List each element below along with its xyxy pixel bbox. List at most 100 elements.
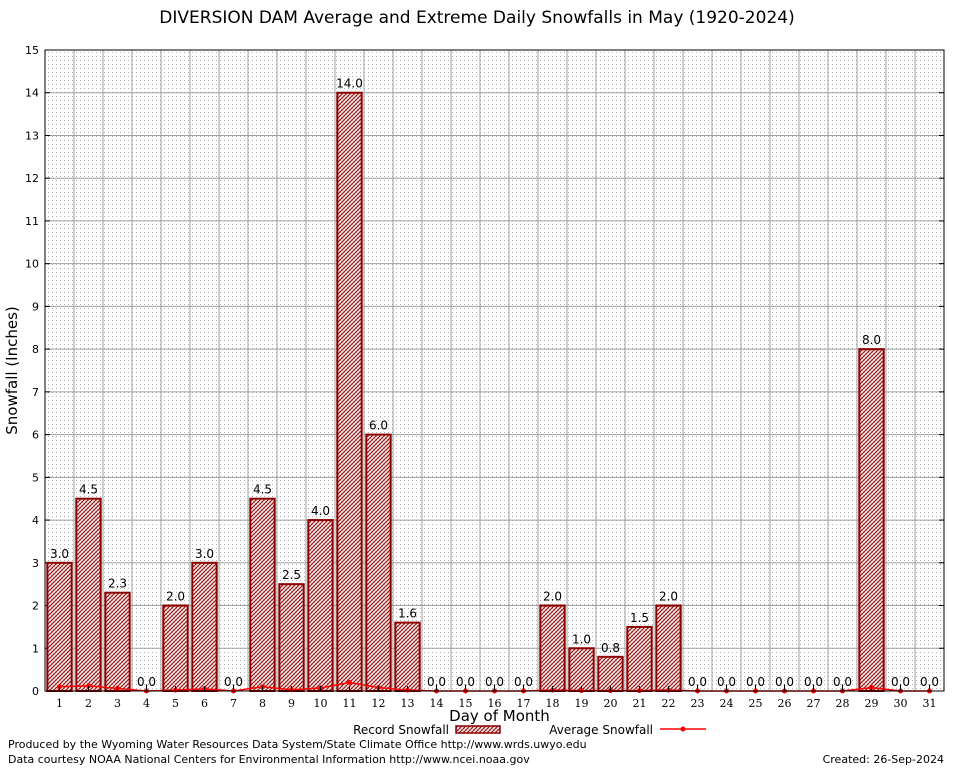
data-label: 0.0 — [137, 675, 156, 689]
x-tick-label: 20 — [604, 697, 618, 710]
footer-producer: Produced by the Wyoming Water Resources … — [8, 738, 587, 751]
x-tick-label: 29 — [865, 697, 879, 710]
y-tick-label: 1 — [32, 642, 39, 655]
x-tick-label: 10 — [314, 697, 328, 710]
y-tick-label: 4 — [32, 514, 39, 527]
data-label: 0.0 — [224, 675, 243, 689]
data-label: 6.0 — [369, 419, 388, 433]
x-tick-label: 24 — [720, 697, 734, 710]
x-tick-label: 13 — [401, 697, 415, 710]
bar-record-snowfall — [307, 519, 334, 692]
data-label: 0.0 — [804, 675, 823, 689]
bar-record-snowfall — [104, 591, 131, 692]
bar-record-snowfall — [568, 647, 595, 692]
bar-record-snowfall — [278, 583, 305, 693]
x-tick-label: 5 — [172, 697, 179, 710]
y-tick-label: 9 — [32, 300, 39, 313]
x-tick-label: 16 — [488, 697, 502, 710]
x-tick-label: 31 — [923, 697, 937, 710]
point-average-snowfall — [86, 683, 91, 689]
bar-record-snowfall — [626, 625, 653, 693]
data-label: 3.0 — [195, 547, 214, 561]
x-tick-label: 8 — [259, 697, 266, 710]
data-label: 2.0 — [166, 590, 185, 604]
y-tick-label: 0 — [32, 685, 39, 698]
data-label: 8.0 — [862, 333, 881, 347]
x-tick-label: 15 — [459, 697, 473, 710]
x-tick-label: 4 — [143, 697, 150, 710]
bar-record-snowfall — [394, 621, 421, 692]
data-label: 14.0 — [336, 77, 363, 91]
x-tick-label: 17 — [517, 697, 531, 710]
x-tick-label: 14 — [430, 697, 444, 710]
legend-label-average: Average Snowfall — [549, 723, 653, 737]
y-tick-label: 6 — [32, 429, 39, 442]
chart-title: DIVERSION DAM Average and Extreme Daily … — [159, 8, 795, 28]
data-label: 0.0 — [485, 675, 504, 689]
data-label: 0.0 — [514, 675, 533, 689]
x-tick-label: 11 — [343, 697, 357, 710]
y-axis-label: Snowfall (Inches) — [3, 306, 21, 434]
y-tick-label: 15 — [25, 44, 39, 57]
legend-marker-average — [680, 726, 686, 732]
data-label: 0.0 — [717, 675, 736, 689]
data-label: 0.0 — [775, 675, 794, 689]
y-tick-label: 11 — [25, 215, 39, 228]
x-tick-label: 21 — [633, 697, 647, 710]
y-tick-label: 12 — [25, 172, 39, 185]
data-label: 0.0 — [746, 675, 765, 689]
data-label: 1.6 — [398, 607, 417, 621]
x-tick-label: 22 — [662, 697, 676, 710]
bar-record-snowfall — [336, 91, 363, 692]
x-tick-label: 27 — [807, 697, 821, 710]
bar-record-snowfall — [46, 561, 73, 692]
bar-record-snowfall — [655, 604, 682, 692]
x-tick-label: 3 — [114, 697, 121, 710]
x-tick-label: 2 — [85, 697, 92, 710]
data-label: 2.0 — [543, 590, 562, 604]
x-tick-label: 12 — [372, 697, 386, 710]
legend-swatch-record — [455, 725, 501, 734]
y-tick-label: 2 — [32, 600, 39, 613]
y-tick-label: 3 — [32, 557, 39, 570]
bar-record-snowfall — [75, 497, 102, 693]
bar-record-snowfall — [191, 561, 218, 692]
y-tick-label: 14 — [25, 87, 39, 100]
data-label: 4.0 — [311, 504, 330, 518]
bar-record-snowfall — [597, 655, 624, 693]
data-label: 2.5 — [282, 568, 301, 582]
x-tick-label: 9 — [288, 697, 295, 710]
x-tick-label: 7 — [230, 697, 237, 710]
point-average-snowfall — [347, 679, 352, 685]
footer-created: Created: 26-Sep-2024 — [822, 753, 944, 766]
data-label: 1.0 — [572, 632, 591, 646]
x-tick-label: 18 — [546, 697, 560, 710]
y-tick-label: 7 — [32, 386, 39, 399]
data-label: 0.0 — [833, 675, 852, 689]
data-label: 3.0 — [50, 547, 69, 561]
data-label: 4.5 — [253, 483, 272, 497]
data-label: 2.0 — [659, 590, 678, 604]
data-label: 0.8 — [601, 641, 620, 655]
data-label: 0.0 — [920, 675, 939, 689]
data-label: 0.0 — [891, 675, 910, 689]
data-label: 0.0 — [688, 675, 707, 689]
x-tick-label: 26 — [778, 697, 792, 710]
bar-record-snowfall — [858, 348, 885, 692]
plot-frame — [44, 49, 945, 692]
y-tick-label: 13 — [25, 129, 39, 142]
y-tick-label: 8 — [32, 343, 39, 356]
x-tick-label: 1 — [56, 697, 63, 710]
footer-courtesy: Data courtesy NOAA National Centers for … — [8, 753, 530, 766]
x-axis-label: Day of Month — [449, 707, 550, 725]
y-tick-label: 5 — [32, 471, 39, 484]
bar-record-snowfall — [249, 497, 276, 693]
x-tick-label: 6 — [201, 697, 208, 710]
legend-label-record: Record Snowfall — [353, 723, 449, 737]
x-tick-label: 19 — [575, 697, 589, 710]
x-tick-label: 23 — [691, 697, 705, 710]
data-label: 0.0 — [456, 675, 475, 689]
data-label: 1.5 — [630, 611, 649, 625]
data-label: 4.5 — [79, 483, 98, 497]
